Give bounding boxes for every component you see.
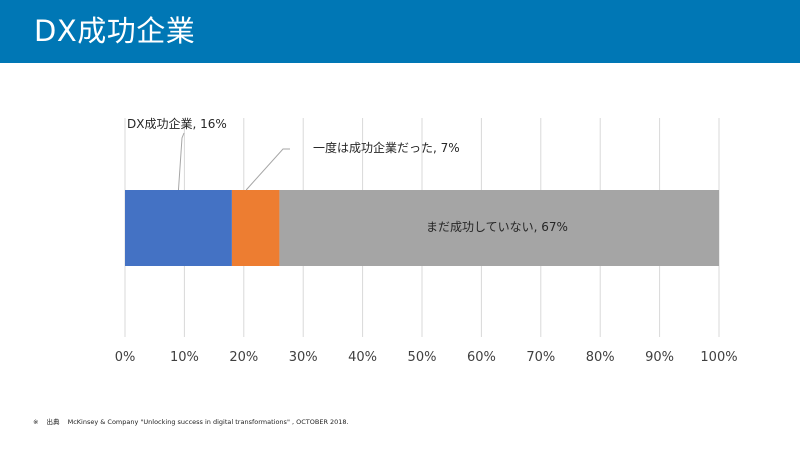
data-label: DX成功企業, 16%	[127, 116, 227, 131]
x-tick-label: 50%	[408, 350, 437, 365]
source-mark: ※	[33, 418, 39, 426]
header-bar: DX成功企業	[0, 0, 800, 63]
x-tick-label: 80%	[586, 350, 615, 365]
x-tick-label: 60%	[467, 350, 496, 365]
bar-segment	[125, 190, 232, 266]
page-title: DX成功企業	[34, 14, 196, 48]
bar-segment	[231, 190, 280, 266]
source-text: McKinsey & Company "Unlocking success in…	[67, 418, 349, 426]
x-tick-label: 90%	[645, 350, 674, 365]
stacked-bar-chart: 0% 10% 20% 30% 40% 50% 60% 70% 80% 90% 100% DX成功企業,…	[115, 116, 738, 365]
data-label: まだ成功していない, 67%	[426, 220, 568, 234]
x-tick-label: 10%	[170, 350, 199, 365]
x-tick-label: 70%	[526, 350, 555, 365]
x-tick-label: 100%	[700, 350, 737, 365]
source-prefix: 出典	[46, 418, 60, 426]
x-tick-label: 40%	[348, 350, 377, 365]
data-label: 一度は成功企業だった, 7%	[313, 140, 460, 155]
source-note: ※ 出典 McKinsey & Company "Unlocking succe…	[33, 416, 355, 426]
x-tick-label: 20%	[229, 350, 258, 365]
x-tick-label: 0%	[115, 350, 136, 365]
bar-segment	[279, 190, 719, 266]
leader-line	[177, 132, 185, 191]
x-tick-label: 30%	[289, 350, 318, 365]
leader-line	[245, 148, 290, 191]
